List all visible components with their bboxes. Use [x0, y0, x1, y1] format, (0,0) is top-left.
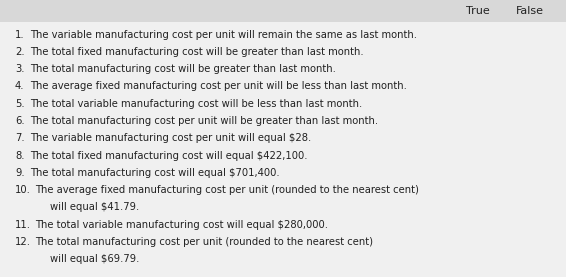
Text: 9.: 9.	[15, 168, 25, 178]
Text: The total manufacturing cost per unit (rounded to the nearest cent): The total manufacturing cost per unit (r…	[35, 237, 373, 247]
Bar	[0, 0, 566, 22]
Text: 8.: 8.	[15, 150, 24, 161]
Text: 10.: 10.	[15, 185, 31, 195]
Text: 6.: 6.	[15, 116, 25, 126]
Text: The total fixed manufacturing cost will be greater than last month.: The total fixed manufacturing cost will …	[30, 47, 363, 57]
Text: 1.: 1.	[15, 30, 25, 40]
Text: will equal $41.79.: will equal $41.79.	[50, 202, 139, 212]
Text: The variable manufacturing cost per unit will remain the same as last month.: The variable manufacturing cost per unit…	[30, 30, 417, 40]
Text: False: False	[516, 6, 544, 16]
Text: The total fixed manufacturing cost will equal $422,100.: The total fixed manufacturing cost will …	[30, 150, 307, 161]
Text: The total variable manufacturing cost will equal $280,000.: The total variable manufacturing cost wi…	[35, 220, 328, 230]
Text: The total manufacturing cost per unit will be greater than last month.: The total manufacturing cost per unit wi…	[30, 116, 378, 126]
Text: 3.: 3.	[15, 64, 24, 74]
Text: The variable manufacturing cost per unit will equal $28.: The variable manufacturing cost per unit…	[30, 133, 311, 143]
Text: will equal $69.79.: will equal $69.79.	[50, 254, 139, 264]
Text: 12.: 12.	[15, 237, 31, 247]
Text: The total manufacturing cost will equal $701,400.: The total manufacturing cost will equal …	[30, 168, 280, 178]
Text: The total variable manufacturing cost will be less than last month.: The total variable manufacturing cost wi…	[30, 99, 362, 109]
Text: 5.: 5.	[15, 99, 25, 109]
Text: 2.: 2.	[15, 47, 25, 57]
Text: 7.: 7.	[15, 133, 25, 143]
Text: The average fixed manufacturing cost per unit (rounded to the nearest cent): The average fixed manufacturing cost per…	[35, 185, 419, 195]
Text: 11.: 11.	[15, 220, 31, 230]
Text: The total manufacturing cost will be greater than last month.: The total manufacturing cost will be gre…	[30, 64, 336, 74]
Text: 4.: 4.	[15, 81, 24, 91]
Text: The average fixed manufacturing cost per unit will be less than last month.: The average fixed manufacturing cost per…	[30, 81, 407, 91]
Text: True: True	[466, 6, 490, 16]
